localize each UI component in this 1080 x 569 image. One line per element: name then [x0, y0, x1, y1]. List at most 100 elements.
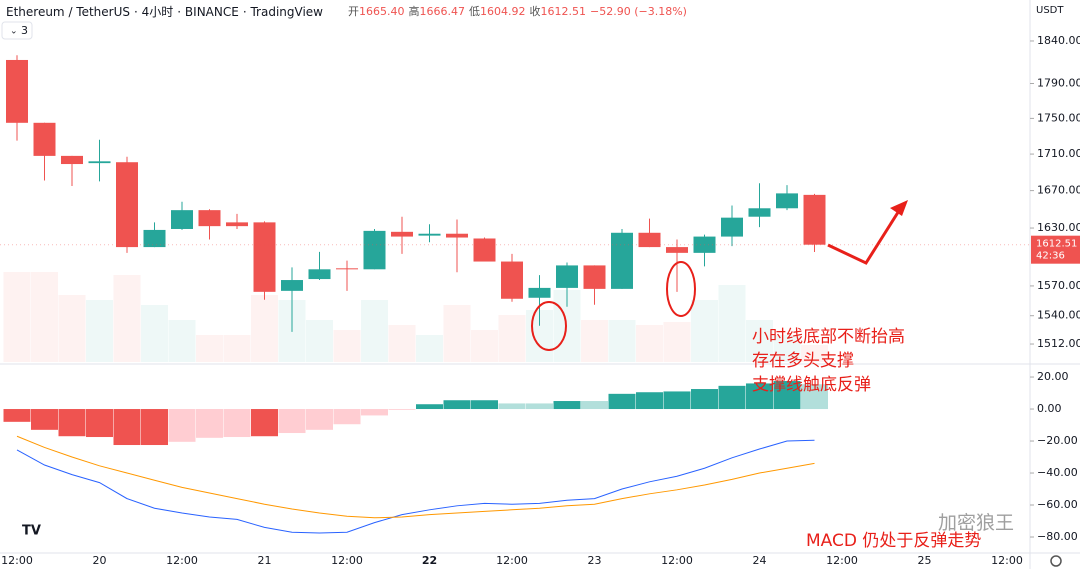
candle-body — [253, 222, 276, 292]
candle-body — [748, 208, 771, 217]
source: TradingView — [250, 5, 323, 19]
interval: 4小时 — [141, 5, 174, 19]
y-tick-label: 1750.00 — [1037, 111, 1080, 124]
x-tick-label: 23 — [588, 554, 602, 567]
candle-body — [363, 230, 386, 270]
macd-histogram-bar — [526, 403, 553, 410]
volume-layer — [3, 272, 828, 362]
settings-icon[interactable] — [1050, 555, 1062, 567]
y-tick-label: −40.00 — [1037, 466, 1078, 479]
highlight-circle — [531, 301, 567, 351]
last-price-box — [1031, 235, 1080, 264]
annotation: 存在多头支撑 — [752, 351, 854, 371]
candle-body — [666, 247, 688, 253]
candle-body — [226, 222, 248, 227]
candle-body — [6, 59, 28, 123]
y-tick-label: −20.00 — [1037, 434, 1078, 447]
volume-bar — [223, 335, 251, 362]
candle-body — [638, 232, 661, 248]
last-price-label: 1612.51 — [1036, 239, 1077, 250]
macd-histogram-bar — [801, 384, 828, 410]
arrow-head — [890, 200, 908, 216]
candle-body — [308, 269, 331, 280]
candle-body — [198, 210, 221, 227]
volume-bar — [141, 305, 168, 362]
volume-bar — [31, 272, 58, 362]
macd-histogram-bar — [361, 409, 388, 416]
volume-bar — [663, 322, 691, 362]
y-tick-label: 1630.00 — [1037, 221, 1080, 234]
volume-bar — [388, 325, 416, 362]
macd-histogram-bar — [718, 385, 746, 410]
ohlc-value: 1666.47 — [419, 5, 466, 18]
ohlc-key: 收 — [529, 5, 541, 18]
ohlc-value: −52.90 (−3.18%) — [590, 5, 687, 18]
y-tick-label: −80.00 — [1037, 530, 1078, 543]
candle-body — [88, 161, 111, 164]
volume-bar — [416, 335, 443, 362]
macd-histogram-bar — [31, 409, 58, 430]
x-tick-label: 22 — [422, 554, 437, 567]
y-tick-label: 0.00 — [1037, 402, 1062, 415]
candle-body — [693, 236, 716, 253]
indicator-count: 3 — [21, 24, 28, 37]
annotation: 支撑线触底反弹 — [752, 375, 871, 395]
candle-body — [336, 268, 358, 270]
candle-body — [281, 280, 303, 291]
annotation: 小时线底部不断抬高 — [752, 327, 905, 347]
macd-histogram-bar — [333, 409, 361, 425]
macd-histogram-bar — [443, 400, 471, 410]
volume-bar — [306, 320, 333, 362]
x-tick-label: 25 — [918, 554, 932, 567]
annotation: MACD 仍处于反弹走势 — [806, 531, 982, 551]
volume-bar — [691, 300, 718, 362]
highlight-circle — [666, 261, 696, 317]
macd-line — [16, 439, 815, 534]
volume-bar — [196, 335, 223, 362]
macd-histogram-bar — [746, 383, 773, 410]
ohlc-key: 低 — [469, 5, 480, 18]
y-tick-label: 1512.00 — [1037, 337, 1080, 350]
currency-label: USDT — [1036, 5, 1064, 16]
candle-body — [171, 210, 193, 229]
macd-histogram-bar — [553, 401, 581, 410]
macd-histogram-bar — [141, 409, 168, 446]
indicator-toggle[interactable] — [1, 21, 33, 40]
toggle-chevron: ⌄ — [10, 27, 18, 37]
macd-histogram-bar — [691, 389, 718, 410]
x-tick-label: 24 — [753, 554, 767, 567]
volume-bar — [86, 300, 113, 362]
candle-body — [391, 231, 413, 237]
volume-bar — [581, 320, 608, 362]
volume-bar — [113, 275, 141, 362]
volume-bar — [801, 345, 828, 362]
macd-histogram-bar — [196, 409, 223, 438]
candle-body — [803, 194, 826, 245]
macd-histogram-bar — [636, 392, 663, 410]
macd-histogram-bar — [608, 393, 636, 410]
volume-bar — [746, 320, 773, 362]
candle-body — [776, 193, 798, 209]
y-tick-label: 1570.00 — [1037, 279, 1080, 292]
candle-body — [611, 232, 633, 289]
x-tick-label: 20 — [93, 554, 107, 567]
macd-histogram-bar — [498, 403, 526, 410]
y-tick-label: 1840.00 — [1037, 34, 1080, 47]
candle-body — [501, 261, 523, 299]
candle-body — [33, 122, 56, 156]
watermark: 加密狼王 — [938, 512, 1015, 534]
x-tick-label: 12:00 — [166, 554, 198, 567]
volume-bar — [58, 295, 86, 362]
candle-body — [473, 238, 496, 262]
macd-histogram-bar — [416, 404, 443, 410]
volume-bar — [251, 295, 278, 362]
y-tick-label: −60.00 — [1037, 498, 1078, 511]
macd-histogram-bar — [113, 409, 141, 446]
x-tick-label: 21 — [258, 554, 272, 567]
macd-histogram-bar — [251, 409, 278, 437]
x-tick-label: 12:00 — [1, 554, 33, 567]
x-tick-label: 12:00 — [991, 554, 1023, 567]
x-tick-label: 12:00 — [826, 554, 858, 567]
